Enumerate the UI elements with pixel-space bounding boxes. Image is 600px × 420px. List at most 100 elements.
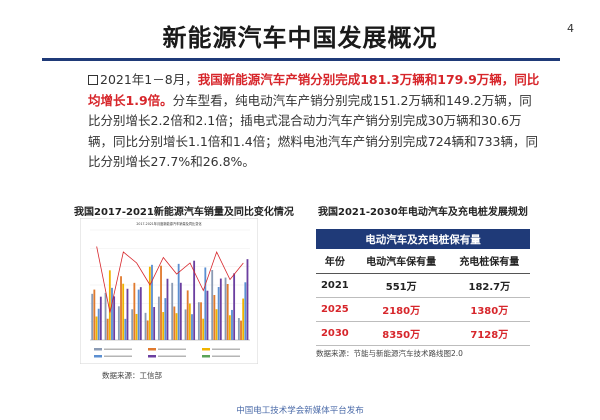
table-caption: 电动汽车及充电桩保有量 bbox=[316, 229, 530, 249]
chart-bar bbox=[135, 313, 138, 340]
chart-bar bbox=[162, 312, 165, 340]
cell-ev: 2180万 bbox=[353, 297, 449, 322]
chart-bar bbox=[191, 314, 193, 340]
chart-growth-line bbox=[96, 246, 244, 313]
title-underline bbox=[42, 58, 560, 61]
chart-bar bbox=[200, 302, 202, 340]
chart-bar bbox=[171, 282, 174, 340]
legend-label-placeholder bbox=[104, 355, 132, 357]
chart-bar bbox=[202, 318, 205, 340]
chart-bar bbox=[117, 306, 120, 340]
chart-legend bbox=[94, 348, 240, 358]
chart-bar bbox=[177, 263, 180, 340]
chart-bars bbox=[91, 259, 249, 340]
chart-bar bbox=[113, 296, 116, 340]
chart-bar bbox=[124, 318, 127, 340]
table-row: 2021 551万 182.7万 bbox=[316, 273, 530, 298]
checkbox-bullet-icon bbox=[88, 75, 98, 85]
page-number: 4 bbox=[567, 22, 574, 35]
chart-bar bbox=[166, 278, 169, 340]
chart-bar bbox=[93, 289, 96, 340]
chart-bar bbox=[179, 282, 182, 340]
chart-bar bbox=[131, 309, 134, 340]
legend-swatch bbox=[94, 355, 102, 358]
legend-swatch bbox=[148, 348, 156, 351]
chart-bar bbox=[111, 287, 113, 340]
chart-bar bbox=[99, 296, 102, 340]
col-header-ev: 电动汽车保有量 bbox=[353, 249, 449, 274]
page-title: 新能源汽车中国发展概况 bbox=[162, 24, 438, 52]
chart-bar bbox=[175, 313, 178, 340]
col-header-year: 年份 bbox=[316, 249, 354, 274]
chart-bar bbox=[197, 302, 200, 340]
chart-bar bbox=[108, 270, 111, 340]
chart-bar bbox=[237, 318, 240, 340]
chart-bar bbox=[153, 307, 156, 340]
chart-bar bbox=[139, 287, 142, 340]
chart-bar bbox=[215, 309, 218, 340]
chart-bar bbox=[104, 292, 107, 340]
chart-bar bbox=[228, 315, 231, 340]
cell-charger: 1380万 bbox=[448, 297, 530, 322]
chart-heading: 我国2017-2021新能源汽车销量及同比变化情况 bbox=[74, 207, 294, 218]
chart-bar bbox=[144, 312, 147, 340]
chart-bar bbox=[133, 282, 136, 340]
legend-label-placeholder bbox=[104, 348, 132, 350]
intro-highlight: 我国新能源汽车产销分别完成181.3万辆和179.9万辆，同比均增长1.9倍。 bbox=[88, 72, 540, 108]
chart-bar bbox=[186, 290, 189, 340]
legend-swatch bbox=[202, 348, 210, 351]
table-row: 2025 2180万 1380万 bbox=[316, 297, 530, 322]
chart-bar bbox=[126, 288, 129, 340]
table-source: 数据来源：节能与新能源汽车技术路线图2.0 bbox=[316, 349, 463, 358]
chart-bar bbox=[224, 277, 227, 340]
chart-bar bbox=[231, 309, 233, 340]
chart-bar bbox=[122, 283, 125, 340]
chart-bar bbox=[157, 296, 160, 340]
chart-bar bbox=[184, 309, 187, 340]
legend-label-placeholder bbox=[212, 355, 240, 357]
cell-year: 2030 bbox=[316, 321, 354, 346]
chart-bar bbox=[164, 298, 167, 340]
cell-charger: 7128万 bbox=[448, 321, 530, 346]
chart-bar bbox=[213, 295, 216, 340]
chart-bar bbox=[226, 284, 229, 340]
chart-bar bbox=[160, 265, 162, 340]
cell-year: 2025 bbox=[316, 297, 354, 322]
chart-bar bbox=[137, 289, 140, 340]
legend-label-placeholder bbox=[158, 348, 186, 350]
chart-source: 数据来源：工信部 bbox=[102, 371, 162, 380]
chart-bar bbox=[219, 278, 222, 340]
chart-bar bbox=[204, 267, 207, 340]
chart-line bbox=[96, 246, 244, 313]
chart-bar bbox=[120, 276, 122, 340]
chart-bar bbox=[106, 318, 109, 340]
table-row: 2030 8350万 7128万 bbox=[316, 321, 530, 346]
intro-lead: 2021年1－8月， bbox=[100, 72, 198, 87]
col-header-charger: 充电桩保有量 bbox=[448, 249, 530, 274]
chart-bar bbox=[151, 264, 153, 340]
chart-bar bbox=[211, 270, 214, 340]
chart-bar bbox=[240, 320, 242, 340]
cell-ev: 8350万 bbox=[353, 321, 449, 346]
chart-bar bbox=[233, 273, 236, 340]
ev-charger-table: 电动汽车及充电桩保有量 年份 电动汽车保有量 充电桩保有量 2021 551万 … bbox=[316, 229, 530, 346]
chart-bar bbox=[173, 306, 176, 340]
table-heading: 我国2021-2030年电动汽车及充电桩发展规划 bbox=[318, 207, 528, 218]
chart-bar bbox=[97, 308, 100, 340]
legend-swatch bbox=[94, 348, 102, 351]
chart-bar bbox=[148, 266, 151, 340]
footer-note: 中国电工技术学会新媒体平台发布 bbox=[236, 406, 364, 416]
chart-bar bbox=[217, 287, 220, 340]
chart-bar bbox=[242, 298, 245, 340]
cell-charger: 182.7万 bbox=[448, 273, 530, 298]
chart-bar bbox=[146, 320, 149, 340]
legend-label-placeholder bbox=[212, 348, 240, 350]
legend-swatch bbox=[202, 355, 210, 358]
chart-bar bbox=[246, 259, 249, 340]
chart-bar bbox=[95, 316, 98, 340]
cell-ev: 551万 bbox=[353, 273, 449, 298]
cell-year: 2021 bbox=[316, 273, 354, 298]
chart-bar bbox=[244, 282, 247, 340]
chart-bar bbox=[193, 260, 196, 340]
chart-bar bbox=[206, 290, 209, 340]
